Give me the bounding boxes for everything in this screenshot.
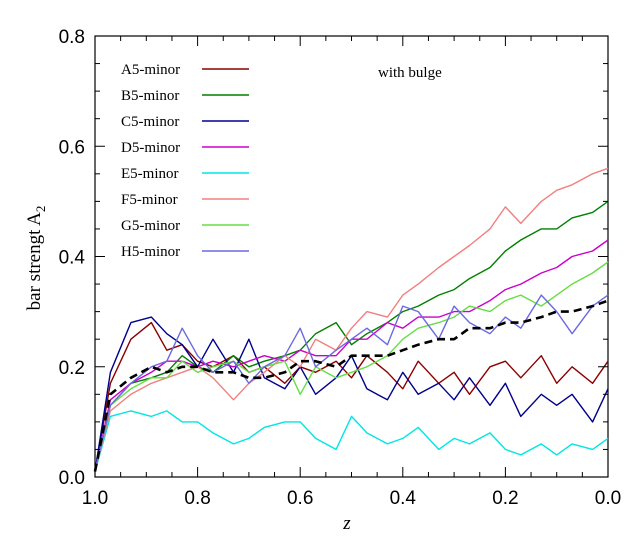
legend-label-e5-minor: E5-minor: [121, 166, 179, 182]
legend-label-a5-minor: A5-minor: [121, 62, 180, 78]
x-tick-label: 0.4: [390, 488, 417, 509]
legend-label-f5-minor: F5-minor: [121, 192, 178, 208]
legend-label-g5-minor: G5-minor: [121, 218, 180, 234]
x-tick-label: 0.2: [492, 488, 518, 509]
x-axis-label: z: [342, 513, 351, 534]
chart-annotation: with bulge: [378, 65, 442, 81]
series-layer: [93, 167, 609, 472]
legend-label-c5-minor: C5-minor: [121, 114, 179, 130]
series-line-mean-dashed: [93, 299, 609, 472]
series-line-c5-minor: [94, 316, 609, 472]
y-axis-label-main: bar strengt A: [24, 212, 45, 310]
x-tick-label: 1.0: [82, 488, 108, 509]
axes: 1.0 0.8 0.6 0.4 0.2 0.0 0.0 0.2 0.4 0.6 0.8: [59, 27, 622, 509]
y-tick-label: 0.6: [59, 137, 85, 158]
x-tick-label: 0.6: [287, 488, 313, 509]
x-tick-label: 0.8: [184, 488, 210, 509]
y-tick-label: 0.0: [59, 468, 85, 489]
legend: A5-minor B5-minor C5-minor D5-minor E5-minor…: [121, 62, 249, 260]
legend-label-b5-minor: B5-minor: [121, 88, 179, 104]
series-line-b5-minor: [94, 200, 609, 472]
y-axis-label: bar strengt A2: [24, 206, 48, 311]
legend-label-d5-minor: D5-minor: [121, 140, 180, 156]
series-line-f5-minor: [94, 167, 609, 472]
y-tick-label: 0.4: [59, 248, 86, 269]
y-axis-label-subscript: 2: [33, 206, 48, 213]
legend-label-h5-minor: H5-minor: [121, 244, 180, 260]
series-line-e5-minor: [94, 410, 609, 472]
x-tick-label: 0.0: [595, 488, 621, 509]
y-tick-label: 0.2: [59, 358, 85, 379]
series-line-g5-minor: [94, 261, 609, 472]
series-line-h5-minor: [94, 294, 609, 472]
y-tick-label: 0.8: [59, 27, 85, 48]
